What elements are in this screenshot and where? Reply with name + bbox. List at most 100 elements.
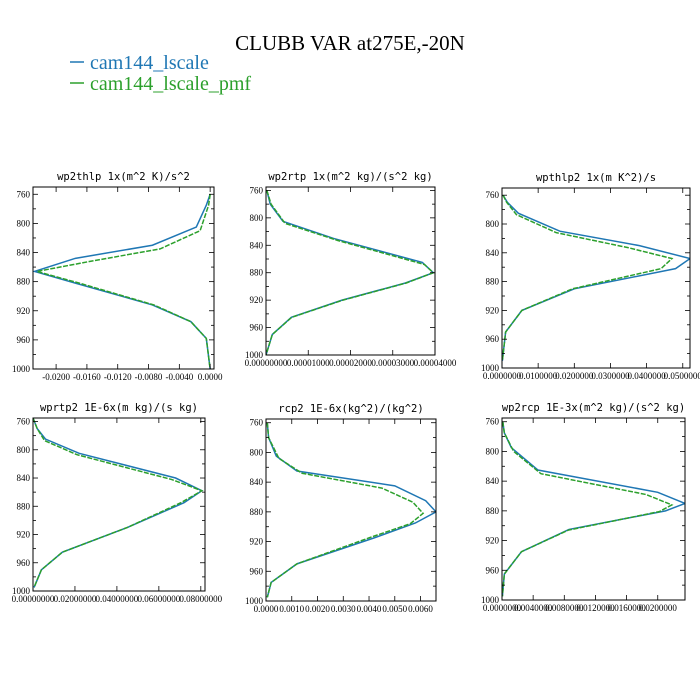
x-tick-label: -0.0120 xyxy=(104,372,132,382)
panel-title: wp2thlp 1x(m^2 K)/s^2 xyxy=(57,171,190,183)
x-tick-label: 0.08000000 xyxy=(179,594,222,604)
x-tick-label: 0.0040 xyxy=(357,604,382,614)
y-tick-label: 800 xyxy=(250,213,264,223)
y-tick-label: 800 xyxy=(250,447,264,457)
x-tick-label: 0.00001000 xyxy=(287,358,330,368)
x-tick-label: 0.00004000 xyxy=(414,358,457,368)
chart-panel-2: wp2rtp 1x(m^2 kg)/(s^2 kg) 760 800 840 880 92… xyxy=(245,171,457,368)
y-tick-label: 880 xyxy=(17,501,31,511)
y-tick-label: 760 xyxy=(17,189,31,199)
series-line-lscale-pmf xyxy=(502,421,674,597)
chart-panel-4: wprtp2 1E-6x(m kg)/(s kg) 760 800 840 880 920… xyxy=(12,402,223,604)
y-tick-label: 960 xyxy=(486,565,500,575)
x-tick-label: 0.00003000 xyxy=(371,358,414,368)
series-line-lscale-pmf xyxy=(36,194,211,369)
panel-frame xyxy=(32,186,215,370)
panel-frame xyxy=(32,417,206,592)
y-tick-label: 840 xyxy=(250,240,264,250)
x-tick-label: 0.0400000 xyxy=(627,371,666,381)
x-tick-label: 0.0010 xyxy=(279,604,304,614)
x-tick-label: 0.06000000 xyxy=(137,594,180,604)
x-tick-label: 0.0060 xyxy=(408,604,433,614)
legend-label-lscale: cam144_lscale xyxy=(90,52,209,74)
y-tick-label: 920 xyxy=(250,295,264,305)
x-tick-label: 0.04000000 xyxy=(96,594,139,604)
x-tick-label: 0.0200000 xyxy=(555,371,594,381)
x-tick-label: -0.0040 xyxy=(165,372,193,382)
x-tick-label: 0.02000000 xyxy=(54,594,97,604)
y-tick-label: 960 xyxy=(486,334,500,344)
chart-panel-3: wpthlp2 1x(m K^2)/s 760 800 840 880 920 960 100… xyxy=(481,172,700,381)
y-tick-label: 920 xyxy=(486,305,500,315)
y-tick-label: 880 xyxy=(17,277,31,287)
x-tick-label: 0.0500000 xyxy=(664,371,700,381)
panel-title: wprtp2 1E-6x(m kg)/(s kg) xyxy=(40,402,198,414)
panel-grid: wp2thlp 1x(m^2 K)/s^2 760 800 840 880 920 960 1… xyxy=(12,171,700,614)
y-tick-label: 760 xyxy=(250,418,264,428)
y-tick-label: 1000 xyxy=(245,596,264,606)
x-tick-label: 0.00002000 xyxy=(329,358,372,368)
x-tick-label: 0.0040000 xyxy=(514,603,553,613)
y-tick-label: 840 xyxy=(250,477,264,487)
x-tick-label: 0.0020 xyxy=(305,604,330,614)
series-line-lscale-pmf xyxy=(266,422,425,598)
x-tick-label: 0.0000000 xyxy=(483,603,522,613)
y-tick-label: 1000 xyxy=(481,363,500,373)
figure-title: CLUBB VAR at275E,-20N xyxy=(235,31,465,55)
x-tick-label: 0.0000 xyxy=(254,604,279,614)
y-tick-label: 880 xyxy=(250,507,264,517)
y-tick-label: 840 xyxy=(17,473,31,483)
series-line-lscale-pmf xyxy=(502,194,674,361)
x-tick-label: 0.0100000 xyxy=(519,371,558,381)
chart-panel-6: wp2rcp 1E-3x(m^2 kg)/(s^2 kg)760 800 840 88… xyxy=(481,402,686,613)
y-tick-label: 960 xyxy=(250,323,264,333)
y-tick-label: 760 xyxy=(486,190,500,200)
y-tick-label: 920 xyxy=(250,537,264,547)
x-tick-label: 0.00000000 xyxy=(245,358,288,368)
y-tick-label: 960 xyxy=(250,566,264,576)
chart-panel-5: rcp2 1E-6x(kg^2)/(kg^2) 760 800 840 880 920 96… xyxy=(245,403,437,614)
x-tick-label: -0.0080 xyxy=(135,372,163,382)
panel-frame xyxy=(501,187,691,369)
x-tick-label: 0.0160000 xyxy=(607,603,646,613)
x-tick-label: 0.0200000 xyxy=(639,603,678,613)
panel-title: wp2rcp 1E-3x(m^2 kg)/(s^2 kg) xyxy=(502,402,685,414)
y-tick-label: 840 xyxy=(17,248,31,258)
y-tick-label: 800 xyxy=(17,445,31,455)
y-tick-label: 1000 xyxy=(12,364,31,374)
y-tick-label: 800 xyxy=(486,446,500,456)
panel-title: rcp2 1E-6x(kg^2)/(kg^2) xyxy=(278,403,423,415)
y-tick-label: 800 xyxy=(486,219,500,229)
panel-title: wpthlp2 1x(m K^2)/s xyxy=(536,172,656,184)
y-tick-label: 880 xyxy=(486,277,500,287)
y-tick-label: 800 xyxy=(17,218,31,228)
x-tick-label: 0.00000000 xyxy=(12,594,55,604)
legend-label-lscale-pmf: cam144_lscale_pmf xyxy=(90,73,251,95)
y-tick-label: 760 xyxy=(17,417,31,427)
x-tick-label: 0.0300000 xyxy=(591,371,630,381)
y-tick-label: 760 xyxy=(486,417,500,427)
x-tick-label: -0.0160 xyxy=(73,372,101,382)
panel-frame xyxy=(265,418,437,602)
x-tick-label: 0.0000 xyxy=(198,372,223,382)
panel-frame xyxy=(501,417,686,601)
panel-title: wp2rtp 1x(m^2 kg)/(s^2 kg) xyxy=(268,171,432,183)
y-tick-label: 840 xyxy=(486,476,500,486)
y-tick-label: 760 xyxy=(250,185,264,195)
x-tick-label: 0.0030 xyxy=(331,604,356,614)
series-line-lscale-pmf xyxy=(33,418,204,588)
y-tick-label: 1000 xyxy=(481,595,500,605)
y-tick-label: 880 xyxy=(486,506,500,516)
y-tick-label: 920 xyxy=(17,306,31,316)
legend: cam144_lscale cam144_lscale_pmf xyxy=(70,52,251,95)
x-tick-label: 0.0000000 xyxy=(483,371,522,381)
x-tick-label: 0.0120000 xyxy=(576,603,615,613)
chart-panel-1: wp2thlp 1x(m^2 K)/s^2 760 800 840 880 920 960 1… xyxy=(12,171,223,382)
y-tick-label: 960 xyxy=(17,558,31,568)
y-tick-label: 840 xyxy=(486,248,500,258)
x-tick-label: 0.0080000 xyxy=(545,603,584,613)
y-tick-label: 920 xyxy=(17,530,31,540)
y-tick-label: 920 xyxy=(486,536,500,546)
